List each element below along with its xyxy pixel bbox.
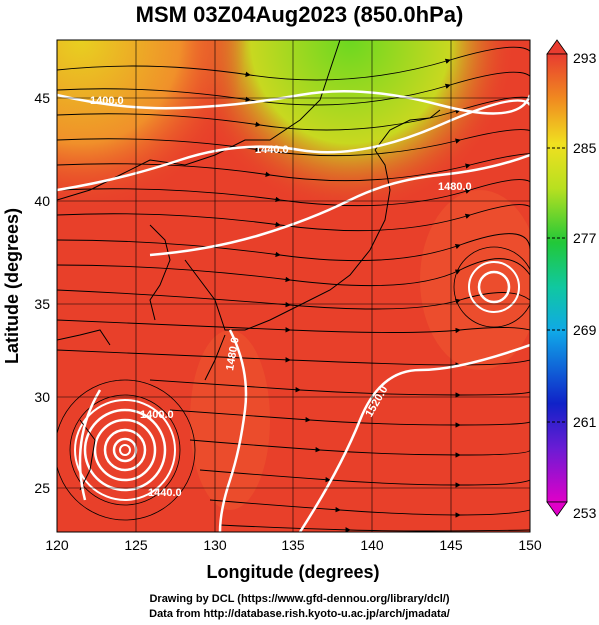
svg-text:277: 277 bbox=[573, 230, 597, 246]
svg-text:35: 35 bbox=[34, 296, 50, 312]
svg-text:45: 45 bbox=[34, 90, 50, 106]
colorbar-max-arrow bbox=[546, 39, 568, 55]
svg-text:130: 130 bbox=[203, 537, 227, 553]
svg-text:30: 30 bbox=[34, 389, 50, 405]
y-axis-ticks: 25 30 35 40 45 bbox=[34, 90, 50, 496]
svg-text:285: 285 bbox=[573, 140, 597, 156]
svg-text:261: 261 bbox=[573, 414, 597, 430]
svg-text:1480.0: 1480.0 bbox=[224, 336, 242, 371]
colorbar-min-arrow bbox=[546, 501, 568, 517]
svg-text:135: 135 bbox=[281, 537, 305, 553]
svg-text:120: 120 bbox=[45, 537, 69, 553]
plot-frame bbox=[56, 39, 531, 533]
low-pressure-east bbox=[453, 246, 530, 328]
height-contours bbox=[57, 89, 530, 532]
x-axis-ticks: 120 125 130 135 140 145 150 bbox=[45, 537, 542, 553]
chart-title: MSM 03Z04Aug2023 (850.0hPa) bbox=[135, 2, 464, 27]
svg-text:25: 25 bbox=[34, 480, 50, 496]
svg-text:1400.0: 1400.0 bbox=[90, 95, 124, 107]
svg-text:1440.0: 1440.0 bbox=[148, 487, 182, 499]
temperature-field bbox=[57, 40, 530, 532]
y-axis-label: Latitude (degrees) bbox=[2, 208, 22, 364]
svg-text:40: 40 bbox=[34, 193, 50, 209]
svg-text:145: 145 bbox=[439, 537, 463, 553]
svg-text:1480.0: 1480.0 bbox=[438, 181, 472, 193]
svg-text:1440.0: 1440.0 bbox=[255, 144, 289, 156]
streamlines bbox=[57, 46, 530, 532]
svg-text:293: 293 bbox=[573, 50, 597, 66]
contour-labels: 1400.0 1440.0 1480.0 1480.0 1520.0 1400.… bbox=[90, 95, 472, 499]
svg-text:125: 125 bbox=[124, 537, 148, 553]
svg-text:140: 140 bbox=[360, 537, 384, 553]
svg-text:150: 150 bbox=[518, 537, 542, 553]
typhoon-circulation bbox=[57, 379, 196, 521]
svg-text:1400.0: 1400.0 bbox=[140, 409, 174, 421]
svg-text:269: 269 bbox=[573, 322, 597, 338]
svg-text:253: 253 bbox=[573, 505, 597, 521]
colorbar: 293 285 277 269 261 253 bbox=[546, 39, 597, 521]
credit-drawing: Drawing by DCL (https://www.gfd-dennou.o… bbox=[149, 593, 450, 605]
x-axis-label: Longitude (degrees) bbox=[206, 562, 379, 582]
credit-data: Data from http://database.rish.kyoto-u.a… bbox=[149, 608, 450, 620]
